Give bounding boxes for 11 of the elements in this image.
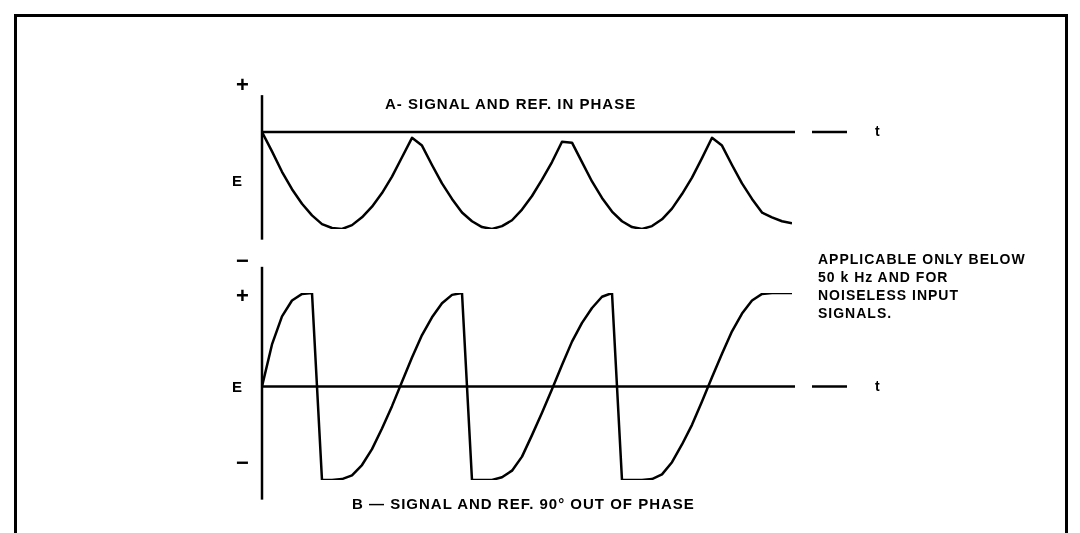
chart-title: A- SIGNAL AND REF. IN PHASE [385, 95, 637, 112]
y-axis-title: E [232, 378, 244, 395]
y-axis-title: E [232, 172, 244, 189]
text: + [236, 72, 250, 98]
x-axis-title: t [875, 123, 881, 139]
text: + [236, 283, 250, 309]
x-axis-title: t [875, 377, 881, 394]
text: APPLICABLE ONLY BELOW 50 k Hz AND FOR NOISELESS INPUT SIGNALS. [818, 250, 1027, 322]
text: − [236, 450, 250, 476]
text: B — SIGNAL AND REF. 90° OUT OF PHASE [352, 495, 695, 512]
text: − [236, 248, 250, 274]
